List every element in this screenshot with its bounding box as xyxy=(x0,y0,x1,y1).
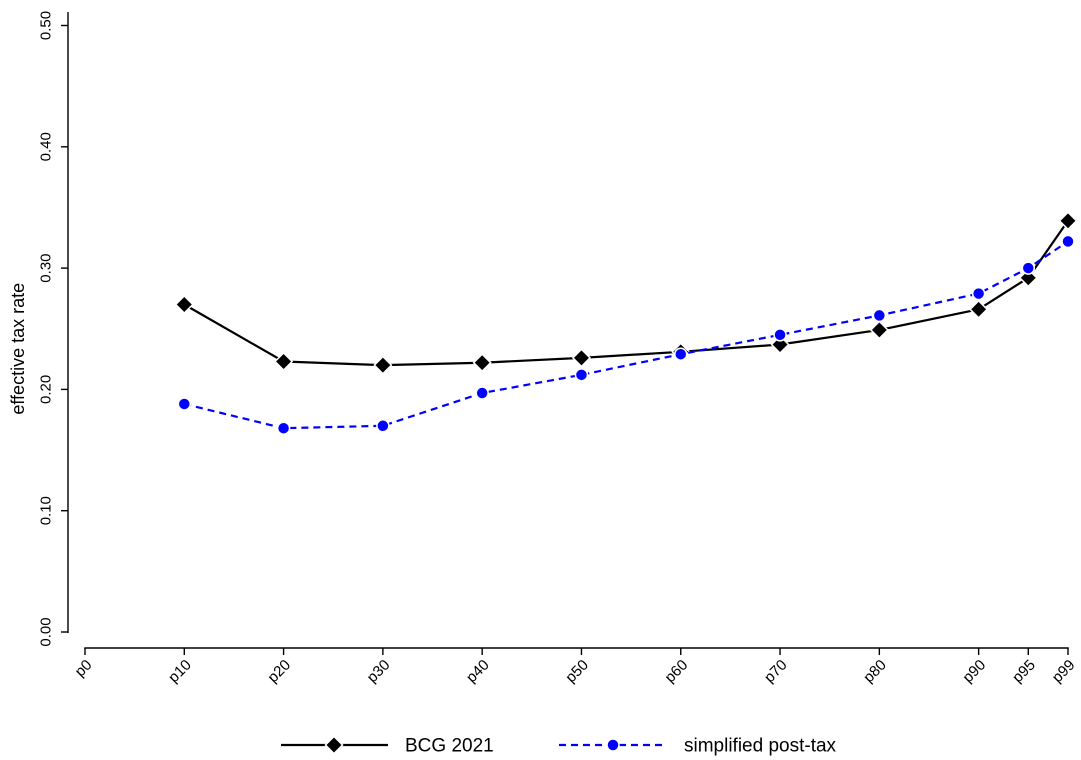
y-ticks: 0.00 0.10 0.20 0.30 0.40 0.50 xyxy=(37,11,68,647)
data-point xyxy=(177,397,192,411)
data-point xyxy=(674,347,688,361)
legend: BCG 2021 simplified post-tax xyxy=(281,735,837,757)
data-point xyxy=(1061,234,1075,249)
y-tick-label: 0.40 xyxy=(37,132,54,161)
data-point xyxy=(1058,211,1078,231)
series-line xyxy=(184,240,1069,430)
x-tick-label: p99 xyxy=(1049,657,1079,687)
legend-marker xyxy=(606,738,620,752)
x-tick-label: p60 xyxy=(662,657,692,687)
data-point xyxy=(574,368,589,382)
x-tick-label: p40 xyxy=(463,657,493,687)
x-tick-label: p10 xyxy=(165,657,195,687)
data-point xyxy=(174,294,194,315)
y-tick-label: 0.20 xyxy=(37,375,54,404)
y-tick-label: 0.50 xyxy=(37,11,54,40)
series-bcg-2021 xyxy=(174,211,1078,375)
y-tick-label: 0.30 xyxy=(37,253,54,282)
legend-label: BCG 2021 xyxy=(405,736,494,757)
data-point xyxy=(571,348,592,368)
x-tick-label: p20 xyxy=(264,657,294,687)
y-tick-label: 0.10 xyxy=(37,496,54,525)
data-point xyxy=(276,421,291,435)
legend-marker xyxy=(324,735,344,755)
x-tick-label: p90 xyxy=(959,657,989,687)
data-point xyxy=(773,328,787,342)
data-point xyxy=(376,419,390,433)
data-point xyxy=(971,286,986,301)
x-tick-label: p50 xyxy=(562,657,592,687)
x-tick-label: p70 xyxy=(761,657,791,687)
series-layer xyxy=(174,211,1078,435)
x-tick-label: p30 xyxy=(364,657,394,687)
data-point xyxy=(969,299,989,319)
y-tick-label: 0.00 xyxy=(37,617,54,646)
data-point xyxy=(872,308,887,323)
legend-item: BCG 2021 xyxy=(281,735,494,757)
data-point xyxy=(770,334,790,355)
legend-label: simplified post-tax xyxy=(684,736,837,757)
x-tick-label: p0 xyxy=(72,657,96,681)
data-point xyxy=(869,320,889,340)
axes xyxy=(67,12,1069,649)
x-tick-label: p95 xyxy=(1009,657,1039,687)
data-point xyxy=(274,351,294,372)
data-point xyxy=(475,386,489,400)
x-ticks: p0 p10 p20 p30 p40 p50 p60 p70 p80 p90 p95 p99 xyxy=(72,648,1079,686)
x-tick-label: p80 xyxy=(860,657,890,687)
series-line xyxy=(183,220,1069,367)
data-point xyxy=(472,353,492,373)
data-point xyxy=(1021,261,1036,275)
data-point xyxy=(373,355,393,375)
legend-item: simplified post-tax xyxy=(559,736,837,757)
data-point xyxy=(1018,268,1038,288)
series-simplified-post-tax xyxy=(177,234,1075,435)
y-axis-label: effective tax rate xyxy=(8,283,28,415)
